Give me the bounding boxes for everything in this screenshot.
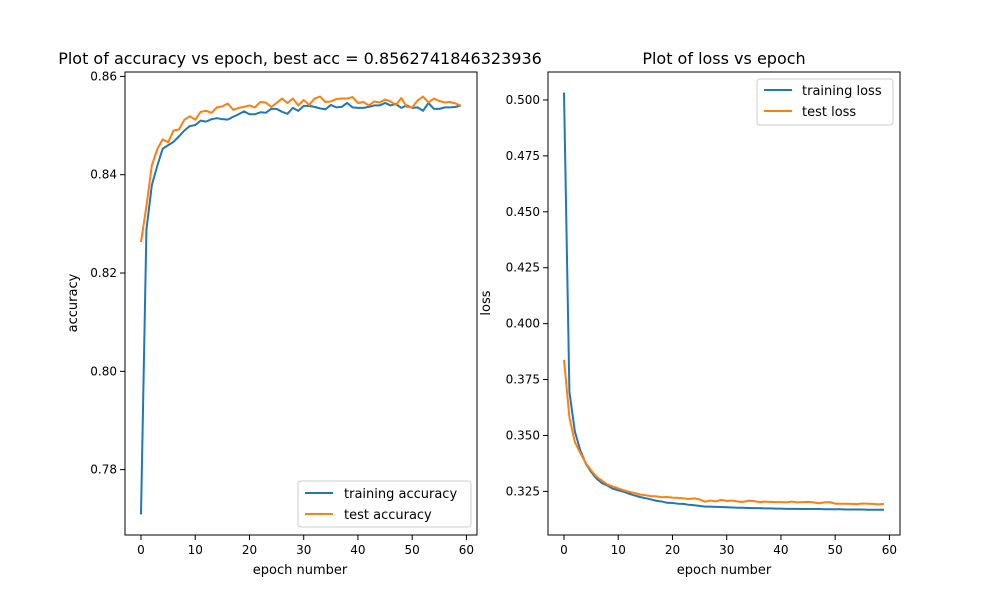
accuracy-legend-label-test: test accuracy	[344, 508, 432, 523]
loss-chart: Plot of loss vs epoch epoch number loss …	[479, 49, 901, 578]
accuracy-chart-xlabel: epoch number	[253, 563, 348, 578]
accuracy-x-tick-label: 40	[350, 543, 365, 557]
loss-y-tick-label: 0.375	[506, 373, 540, 387]
accuracy-chart: Plot of accuracy vs epoch, best acc = 0.…	[58, 49, 542, 578]
accuracy-chart-ylabel: accuracy	[66, 273, 81, 332]
accuracy-x-tick-label: 0	[137, 543, 145, 557]
loss-axes-frame	[547, 71, 901, 536]
accuracy-series-line-test	[140, 95, 462, 243]
loss-chart-ylabel: loss	[479, 290, 494, 315]
accuracy-series-line-training	[140, 101, 462, 515]
loss-x-tick-label: 50	[828, 543, 843, 557]
accuracy-x-tick-label: 20	[242, 543, 257, 557]
accuracy-x-tick-label: 30	[296, 543, 311, 557]
loss-x-tick-label: 40	[773, 543, 788, 557]
accuracy-legend-label-training: training accuracy	[344, 487, 457, 502]
loss-legend-label-test: test loss	[802, 105, 856, 120]
loss-y-tick-label: 0.400	[506, 317, 540, 331]
loss-legend-label-training: training loss	[802, 84, 882, 99]
accuracy-legend: training accuracy test accuracy	[297, 480, 472, 528]
accuracy-legend-box	[297, 480, 472, 528]
accuracy-x-tick-label: 50	[405, 543, 420, 557]
accuracy-x-tick-label: 60	[459, 543, 474, 557]
loss-chart-title: Plot of loss vs epoch	[642, 49, 805, 68]
loss-x-tick-label: 30	[719, 543, 734, 557]
loss-y-tick-label: 0.475	[506, 149, 540, 163]
loss-legend: training loss test loss	[756, 78, 894, 126]
accuracy-y-tick-label: 0.86	[90, 69, 117, 83]
loss-y-tick-label: 0.450	[506, 205, 540, 219]
loss-plot-area: 0 10 20 30 40 50 60 0.325 0.350 0.375 0.400 0.425 0.…	[506, 71, 901, 557]
loss-x-tick-label: 20	[665, 543, 680, 557]
loss-x-tick-label: 10	[611, 543, 626, 557]
loss-y-tick-label: 0.425	[506, 261, 540, 275]
loss-series-line-test	[563, 359, 885, 506]
accuracy-y-tick-label: 0.82	[90, 266, 117, 280]
accuracy-chart-title: Plot of accuracy vs epoch, best acc = 0.…	[58, 49, 542, 68]
accuracy-y-tick-label: 0.84	[90, 168, 117, 182]
loss-y-tick-label: 0.325	[506, 484, 540, 498]
loss-x-tick-label: 0	[560, 543, 568, 557]
loss-y-tick-label: 0.500	[506, 93, 540, 107]
accuracy-x-tick-label: 10	[188, 543, 203, 557]
accuracy-plot-area: 0 10 20 30 40 50 60 0.78 0.80 0.82 0.84 0.86	[90, 69, 478, 557]
accuracy-y-tick-label: 0.78	[90, 463, 117, 477]
loss-series-line-training	[563, 92, 884, 511]
accuracy-y-tick-label: 0.80	[90, 364, 117, 378]
loss-y-tick-label: 0.350	[506, 428, 540, 442]
loss-chart-xlabel: epoch number	[677, 563, 772, 578]
accuracy-axes-frame	[124, 71, 478, 536]
loss-x-tick-label: 60	[882, 543, 897, 557]
